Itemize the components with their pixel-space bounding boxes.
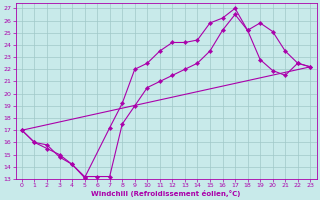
X-axis label: Windchill (Refroidissement éolien,°C): Windchill (Refroidissement éolien,°C) bbox=[92, 190, 241, 197]
